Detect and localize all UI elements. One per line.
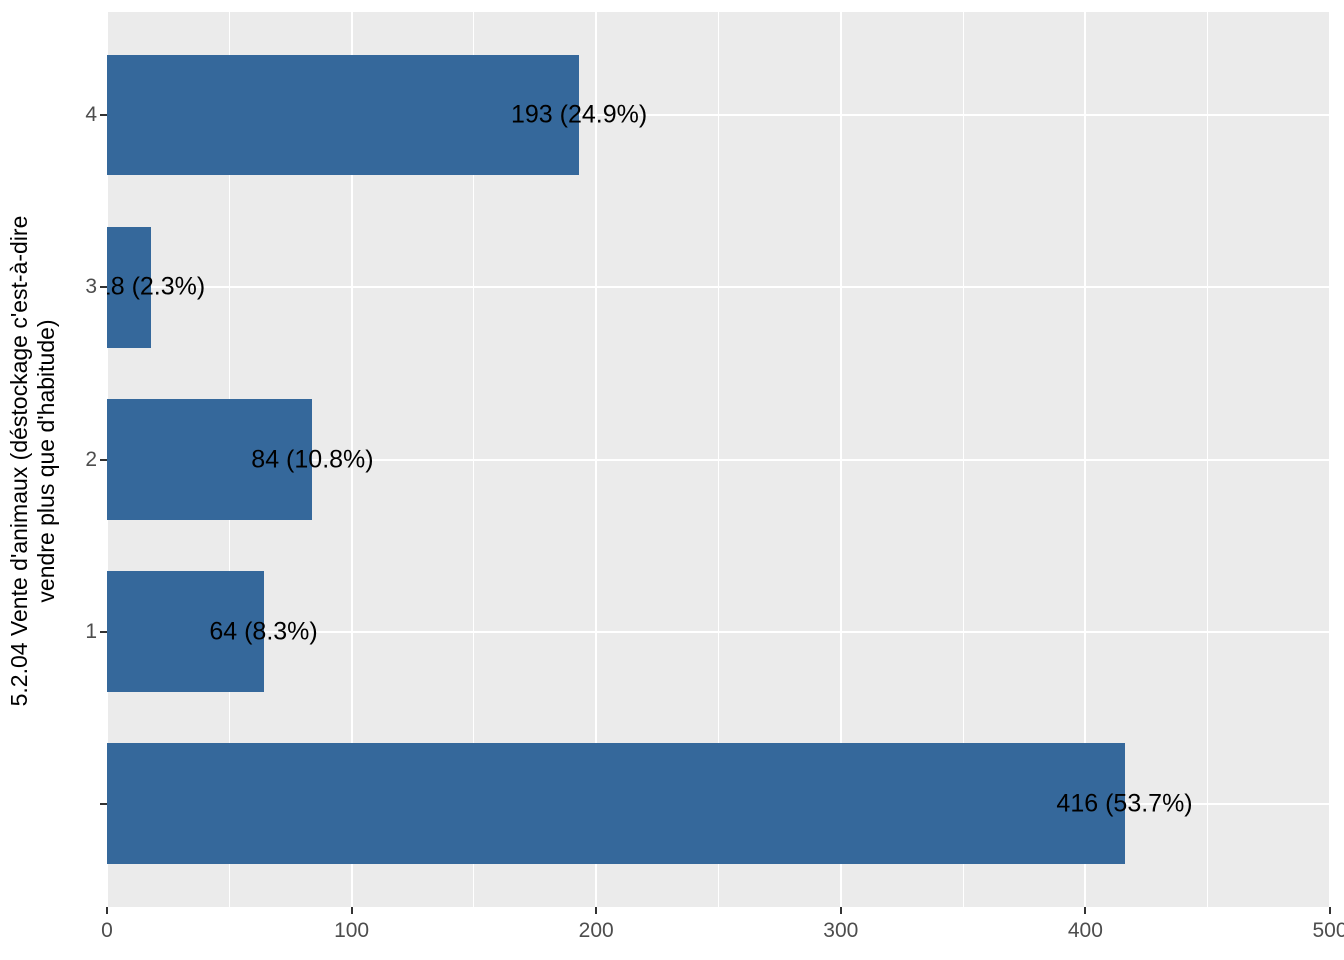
y-tick-mark (100, 114, 107, 117)
x-tick-mark (595, 907, 598, 914)
x-tick-mark (1329, 907, 1331, 914)
gridline-major-horizontal (107, 286, 1330, 289)
x-tick-label: 400 (1067, 919, 1103, 942)
x-tick-label: 300 (823, 919, 859, 942)
x-tick-mark (350, 907, 353, 914)
bar-value-label: 84 (10.8%) (251, 445, 374, 473)
bar (107, 55, 580, 176)
x-tick-label: 0 (101, 919, 113, 942)
bar (107, 227, 152, 348)
y-tick-label: 3 (85, 275, 97, 299)
bar-value-label: 416 (53.7%) (1056, 789, 1193, 818)
y-tick-label: 2 (85, 447, 97, 471)
bar (107, 571, 264, 692)
x-tick-mark (1084, 907, 1087, 914)
bar-value-label: 64 (8.3%) (209, 617, 318, 646)
bar (107, 399, 313, 520)
x-tick-label: 200 (578, 919, 614, 942)
x-tick-label: 500 (1312, 919, 1344, 942)
bar-value-label: 18 (2.3%) (107, 272, 206, 301)
x-tick-mark (106, 907, 108, 914)
gridline-major-horizontal (107, 458, 1330, 461)
y-tick-mark (100, 458, 107, 461)
y-tick-mark (100, 802, 107, 805)
y-tick-mark (100, 286, 107, 289)
y-axis-title-line-1: 5.2.04 Vente d'animaux (déstockage c'est… (6, 215, 32, 707)
bar-value-label: 193 (24.9%) (510, 100, 648, 129)
gridline-major-horizontal (107, 114, 1330, 117)
y-tick-label: 4 (85, 103, 97, 127)
y-tick-label: 1 (85, 619, 97, 643)
x-tick-mark (839, 907, 842, 914)
gridline-major-horizontal (107, 630, 1330, 633)
plot-panel: 193 (24.9%) 18 (2.3%) 84 (10.8%) 64 (8.3%) 4… (107, 12, 1330, 907)
y-tick-mark (100, 630, 107, 633)
x-tick-label: 100 (334, 919, 370, 942)
bar (107, 743, 1125, 864)
